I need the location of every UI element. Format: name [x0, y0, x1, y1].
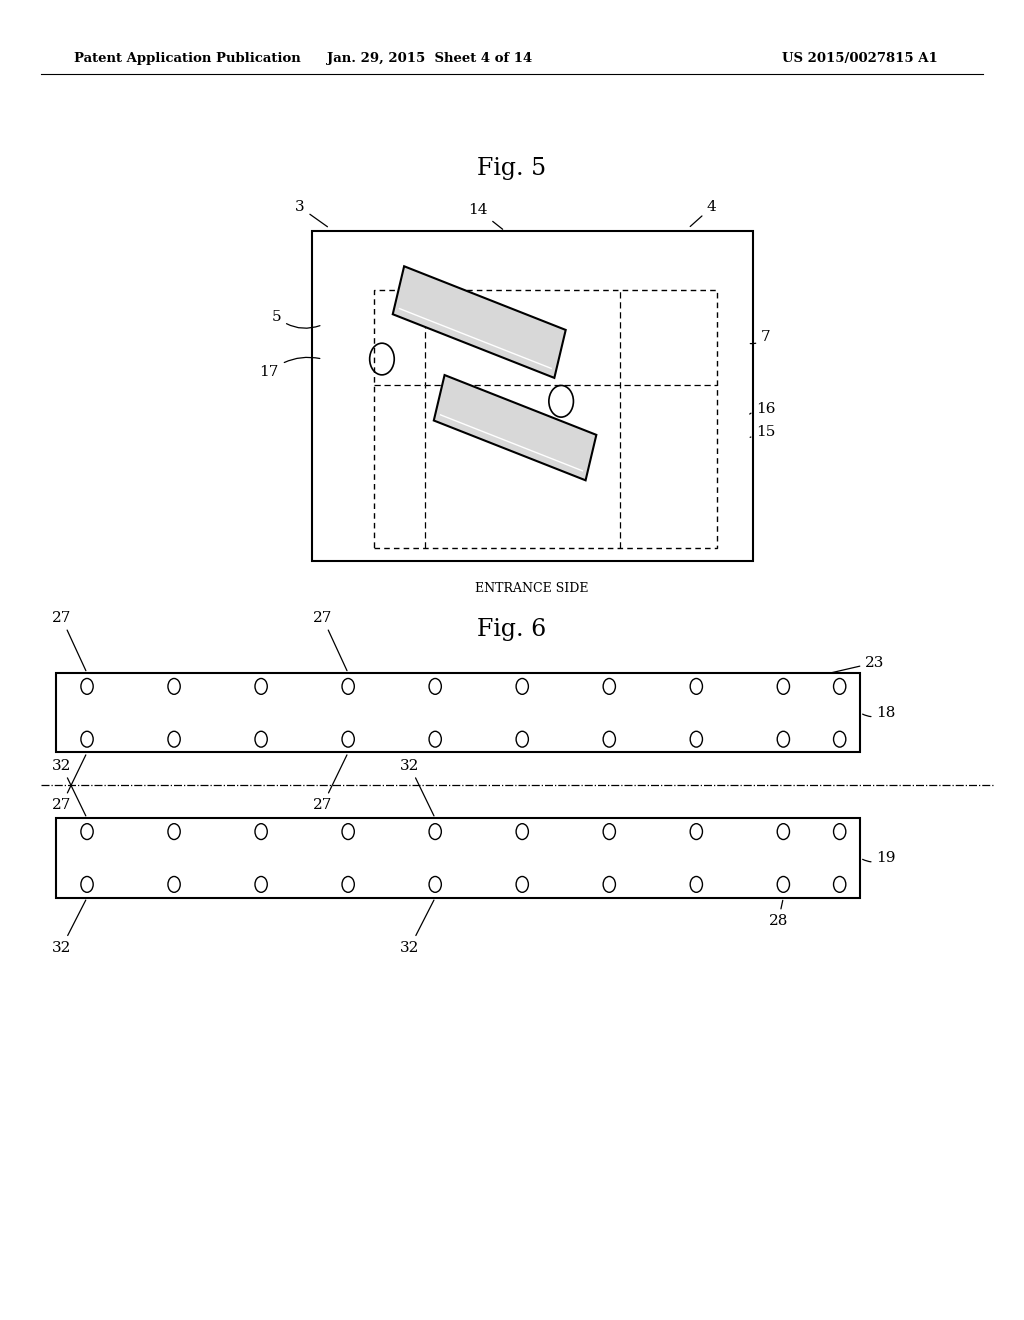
Text: 32: 32 — [52, 900, 86, 954]
Text: 32: 32 — [52, 759, 86, 816]
Polygon shape — [434, 375, 596, 480]
Text: Fig. 5: Fig. 5 — [477, 157, 547, 181]
Text: 27: 27 — [313, 611, 347, 671]
Text: 7: 7 — [751, 330, 771, 343]
Text: 18: 18 — [862, 706, 896, 719]
Text: 27: 27 — [52, 611, 86, 671]
Text: 3: 3 — [295, 201, 328, 227]
Text: 28: 28 — [769, 900, 787, 928]
Text: Fig. 6: Fig. 6 — [477, 618, 547, 642]
Text: 27: 27 — [313, 755, 347, 812]
Text: 32: 32 — [400, 900, 434, 954]
Text: 5: 5 — [271, 310, 319, 329]
Text: 14: 14 — [468, 203, 503, 230]
Text: Patent Application Publication: Patent Application Publication — [74, 51, 300, 65]
Text: US 2015/0027815 A1: US 2015/0027815 A1 — [782, 51, 938, 65]
Text: 4: 4 — [690, 201, 717, 227]
Text: Jan. 29, 2015  Sheet 4 of 14: Jan. 29, 2015 Sheet 4 of 14 — [328, 51, 532, 65]
Polygon shape — [393, 267, 565, 378]
Text: 27: 27 — [52, 755, 86, 812]
Text: 16: 16 — [750, 403, 776, 416]
Text: 15: 15 — [751, 425, 775, 438]
Text: 19: 19 — [862, 851, 896, 865]
Text: 23: 23 — [833, 656, 885, 673]
Text: 17: 17 — [260, 358, 319, 379]
Text: ENTRANCE SIDE: ENTRANCE SIDE — [475, 582, 588, 595]
Text: 32: 32 — [400, 759, 434, 816]
